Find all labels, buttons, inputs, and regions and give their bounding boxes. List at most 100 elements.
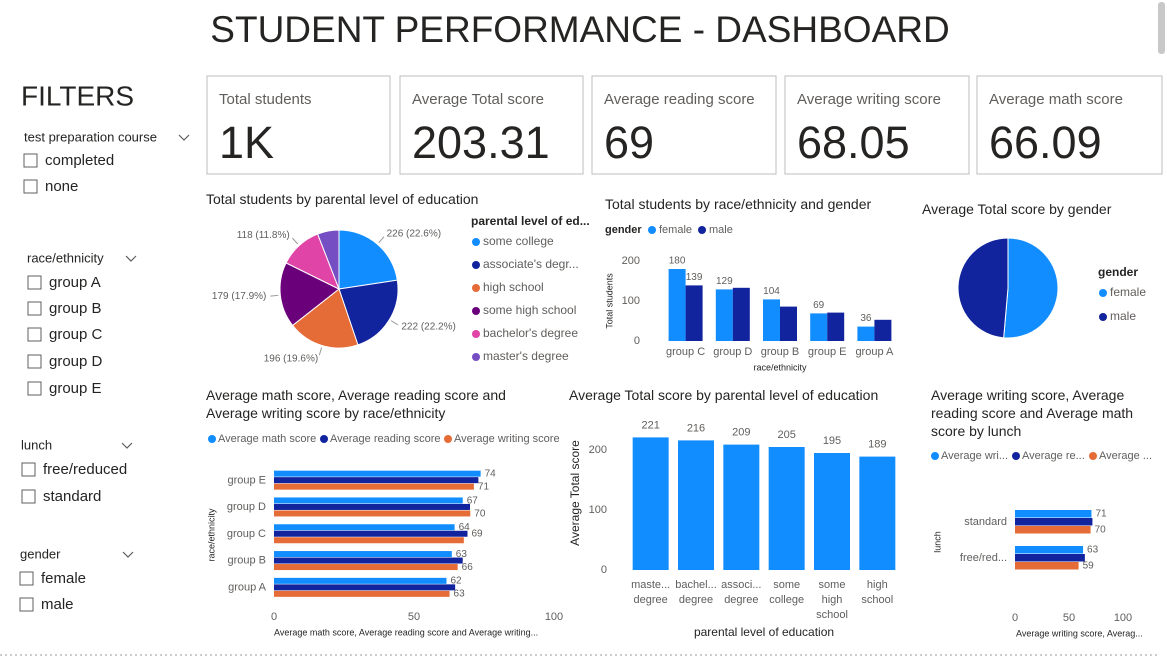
- kpi-label: Average writing score: [797, 91, 941, 108]
- bar: [768, 447, 805, 570]
- data-label: 139: [686, 272, 703, 283]
- filter-name: gender: [20, 546, 61, 561]
- x-tick-label-box: associ... degree: [721, 579, 761, 606]
- filter-checkbox[interactable]: [27, 301, 42, 316]
- bar: [874, 319, 892, 341]
- legend-label: master's degree: [483, 349, 569, 363]
- x-tick-label: group E: [808, 346, 847, 358]
- data-label: 129: [716, 276, 733, 287]
- data-label: 205: [777, 429, 795, 441]
- legend-swatch: [444, 435, 452, 443]
- chart-title-box: Total students by race/ethnicity and gen…: [605, 196, 871, 212]
- legend-swatch: [931, 452, 939, 460]
- data-label: 63: [454, 589, 466, 600]
- y-tick-label: group A: [228, 582, 267, 594]
- filter-checkbox[interactable]: [23, 153, 38, 168]
- x-tick-label-box: maste... degree: [631, 579, 670, 606]
- chart-title: Average Total score by gender: [922, 201, 1112, 217]
- filter-checkbox[interactable]: [27, 354, 42, 369]
- legend-label: Average ...: [1099, 450, 1152, 462]
- filter-checkbox[interactable]: [23, 179, 38, 194]
- bar: [274, 537, 464, 544]
- data-label: 67: [467, 495, 479, 506]
- bar: [732, 287, 750, 341]
- filter-chevron[interactable]: [122, 551, 134, 558]
- y-axis-label: race/ethnicity: [206, 508, 216, 562]
- legend-swatch: [1089, 452, 1097, 460]
- data-label: 216: [687, 422, 705, 434]
- y-axis-label: Average Total score: [568, 440, 582, 546]
- data-label: 63: [456, 549, 468, 560]
- data-label: 104: [763, 286, 780, 297]
- legend-swatch: [472, 330, 480, 338]
- bar: [810, 313, 828, 341]
- y-tick-label: group C: [227, 528, 266, 540]
- data-label: 64: [459, 522, 471, 533]
- filter-checkbox[interactable]: [27, 327, 42, 342]
- legend-swatch: [1099, 289, 1107, 297]
- bar: [274, 530, 468, 537]
- kpi-value: 1K: [219, 117, 274, 168]
- filter-chevron[interactable]: [178, 134, 190, 141]
- bar: [685, 285, 703, 341]
- pie-slice: [316, 229, 340, 290]
- y-tick-label: 100: [622, 295, 640, 307]
- bar: [274, 584, 456, 591]
- kpi-card: [399, 75, 584, 175]
- bar: [632, 437, 669, 570]
- x-tick-label-box: high school: [861, 579, 893, 606]
- scrollbar[interactable]: [1158, 2, 1165, 54]
- x-axis-label: parental level of education: [694, 625, 834, 639]
- legend-label: associate's degr...: [483, 257, 579, 271]
- y-tick-label: free/red...: [960, 552, 1007, 564]
- filter-checkbox[interactable]: [27, 275, 42, 290]
- filter-checkbox[interactable]: [19, 597, 34, 612]
- bar: [1015, 518, 1093, 526]
- filter-option: group E: [49, 380, 102, 397]
- leader-line: [378, 236, 385, 244]
- filter-chevron[interactable]: [121, 442, 133, 449]
- legend-swatch: [472, 261, 480, 269]
- kpi-value: 69: [604, 117, 654, 168]
- bar: [1015, 526, 1091, 534]
- legend-label: Average writing score: [454, 433, 560, 445]
- filter-option: group B: [49, 300, 102, 317]
- filters-title: FILTERS: [21, 80, 134, 111]
- filter-checkbox[interactable]: [21, 489, 36, 504]
- legend-swatch: [472, 307, 480, 315]
- y-tick-label: 0: [601, 564, 607, 576]
- filter-name: race/ethnicity: [27, 250, 104, 265]
- bar: [274, 551, 452, 558]
- filter-chevron[interactable]: [125, 255, 137, 262]
- kpi-card: [206, 75, 391, 175]
- filter-checkbox[interactable]: [19, 571, 34, 586]
- pie-slice: [957, 237, 1009, 339]
- bar: [274, 470, 481, 477]
- data-label: 118 (11.8%): [237, 230, 290, 241]
- filter-option: free/reduced: [43, 461, 127, 478]
- legend-swatch: [472, 284, 480, 292]
- legend-swatch: [320, 435, 328, 443]
- chart-title-box: Average Total score by gender: [922, 201, 1112, 217]
- filter-checkbox[interactable]: [27, 381, 42, 396]
- y-tick-label: group E: [227, 474, 266, 486]
- bar: [274, 557, 463, 564]
- kpi-card: [976, 75, 1163, 175]
- legend-swatch: [698, 226, 706, 234]
- filter-option: none: [45, 178, 78, 195]
- pie-slice: [279, 262, 340, 327]
- data-label: 195: [823, 435, 841, 447]
- y-tick-label: 0: [634, 335, 640, 347]
- chart-title-box: Average Total score by parental level of…: [569, 387, 878, 403]
- chart-title-box: Total students by parental level of educ…: [206, 191, 478, 207]
- bar: [857, 326, 875, 341]
- x-tick-label: 0: [1012, 612, 1018, 624]
- filter-checkbox[interactable]: [21, 462, 36, 477]
- legend-label: female: [659, 224, 692, 236]
- filter-option: group C: [49, 326, 103, 343]
- bar: [859, 456, 896, 570]
- chart-title: Average writing score, Average reading s…: [931, 387, 1134, 439]
- x-tick-label: some college: [769, 579, 805, 606]
- y-axis-label: Total students: [604, 273, 614, 329]
